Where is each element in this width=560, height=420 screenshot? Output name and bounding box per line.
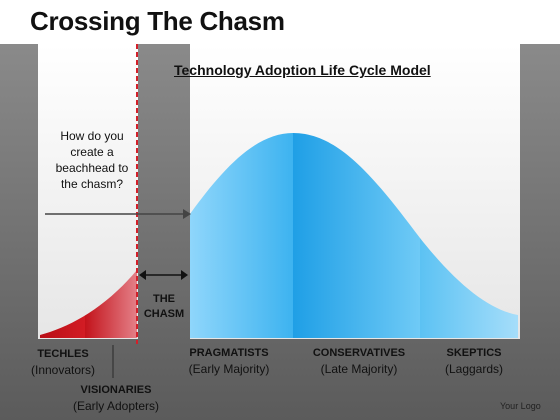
- segment-name: VISIONARIES: [80, 384, 152, 396]
- segment-sub: (Early Majority): [188, 362, 270, 376]
- segment-sub: (Laggards): [444, 362, 504, 376]
- chasm-width-arrow: [139, 270, 188, 280]
- segment-early-adopters: VISIONARIES (Early Adopters): [64, 383, 168, 414]
- segment-sub: (Innovators): [30, 363, 96, 377]
- segment-name: SKEPTICS: [446, 347, 502, 359]
- segment-laggards: SKEPTICS (Laggards): [436, 346, 512, 377]
- beachhead-question: How do you create a beachhead to the cha…: [55, 129, 129, 191]
- segment-name: CONSERVATIVES: [312, 347, 406, 359]
- segment-innovators: TECHLES (Innovators): [28, 347, 98, 378]
- segment-sub: (Late Majority): [320, 362, 398, 376]
- segment-sub: (Early Adopters): [72, 399, 160, 413]
- diagram-heading: Technology Adoption Life Cycle Model: [174, 62, 431, 78]
- beachhead-arrow: [45, 209, 191, 219]
- segment-late-majority: CONSERVATIVES (Late Majority): [304, 346, 414, 377]
- chasm-label: THE CHASM: [143, 293, 185, 320]
- segment-early-majority: PRAGMATISTS (Early Majority): [176, 346, 282, 377]
- page-title: Crossing The Chasm: [30, 6, 285, 36]
- title-bar: Crossing The Chasm: [0, 0, 560, 44]
- logo-placeholder: Your Logo: [500, 401, 541, 411]
- segment-name: PRAGMATISTS: [189, 347, 269, 359]
- segment-name: TECHLES: [37, 348, 89, 360]
